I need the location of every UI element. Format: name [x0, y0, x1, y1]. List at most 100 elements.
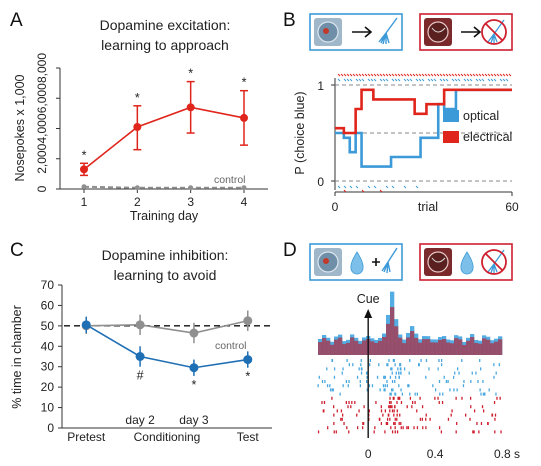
- b-trial-marker-top-blue: [403, 78, 407, 82]
- b-trial-marker-top-blue: [406, 78, 410, 82]
- b-trial-marker-bottom-blue: [349, 185, 353, 189]
- brush-icon: [381, 247, 398, 274]
- b-trial-marker-bottom-blue: [337, 185, 341, 189]
- b-trial-marker-top-red: [427, 73, 431, 77]
- b-trial-marker-top-red: [442, 73, 446, 77]
- c-series-line: [86, 319, 248, 334]
- b-trial-marker-top-blue: [430, 78, 434, 82]
- b-trial-marker-bottom-blue: [415, 185, 419, 189]
- b-x-tick-label: 0: [332, 200, 339, 214]
- b-trial-marker-top-blue: [415, 78, 419, 82]
- d-psth-bar-red: [342, 344, 347, 355]
- d-psth-bar-red: [394, 326, 399, 355]
- b-trial-marker-top-blue: [358, 78, 362, 82]
- no-brush-icon: [481, 19, 507, 45]
- b-trial-marker-bottom-blue: [373, 185, 377, 189]
- b-trial-marker-top-blue: [397, 78, 401, 82]
- d-psth-bar-red: [422, 339, 427, 355]
- b-trial-marker-top-red: [493, 73, 497, 77]
- b-trial-marker-top-red: [379, 73, 383, 77]
- d-psth-bar-red: [418, 342, 423, 355]
- b-trial-marker-top-red: [475, 73, 479, 77]
- b-trial-marker-top-blue: [337, 78, 341, 82]
- c-y-tick-label: 60: [41, 298, 55, 312]
- c-series-point: [189, 363, 199, 373]
- a-y-tick-label: 2,000: [35, 143, 49, 173]
- b-trial-marker-top-red: [376, 73, 380, 77]
- d-psth-bar-red: [482, 338, 487, 355]
- d-psth-bar-red: [398, 337, 403, 355]
- b-trial-marker-top-red: [433, 73, 437, 77]
- c-category-label: day 2: [125, 413, 155, 427]
- b-y-tick-label: 1: [317, 79, 324, 93]
- b-trial-marker-top-red: [409, 73, 413, 77]
- b-trial-marker-top-blue: [421, 78, 425, 82]
- b-trial-marker-top-blue: [466, 78, 470, 82]
- c-category-label: day 3: [179, 413, 209, 427]
- panel-c: C Dopamine inhibition: learning to avoid…: [10, 240, 272, 444]
- a-control-line: [83, 185, 244, 189]
- a-control-point: [188, 185, 194, 191]
- b-trial-marker-top-blue: [478, 78, 482, 82]
- b-trial-marker-top-red: [364, 73, 368, 77]
- b-trial-marker-top-red: [490, 73, 494, 77]
- b-y-tick-label: 0: [317, 175, 324, 189]
- b-trial-marker-bottom-blue: [403, 185, 407, 189]
- a-x-tick-label: 2: [134, 195, 141, 209]
- panel-d: D Cue 0 0.4 0.8 s: [283, 240, 520, 461]
- b-trial-marker-top-blue: [394, 78, 398, 82]
- c-significance-marker: *: [245, 370, 250, 384]
- b-legend-swatch: [443, 110, 459, 122]
- d-psth-bar-red: [374, 342, 379, 355]
- d-psth-bar-red: [478, 343, 483, 355]
- plus-icon: [372, 258, 380, 266]
- d-psth-bar-red: [322, 338, 327, 355]
- a-y-tick-label: 4,000: [35, 113, 49, 143]
- d-psth-bar-red: [458, 339, 463, 355]
- a-y-axis-label: Nosepokes x 1,000: [13, 74, 27, 181]
- b-trial-marker-top-blue: [355, 78, 359, 82]
- c-y-tick-label: 0: [47, 421, 54, 435]
- water-drop-icon: [460, 251, 474, 275]
- b-legend-label: optical: [463, 109, 499, 123]
- b-trial-marker-top-red: [349, 73, 353, 77]
- b-x-tick-label: 60: [505, 200, 519, 214]
- c-x-axis-label: Conditioning: [134, 430, 201, 444]
- b-legend-swatch: [443, 131, 459, 143]
- b-trial-marker-top-red: [397, 73, 401, 77]
- panel-c-letter: C: [10, 240, 24, 261]
- b-series-line-electrical: [335, 88, 512, 135]
- arrow-right-icon: [352, 26, 373, 38]
- a-x-tick-label: 3: [187, 195, 194, 209]
- b-trial-marker-top-blue: [442, 78, 446, 82]
- c-significance-marker: *: [191, 378, 196, 392]
- b-trial-marker-top-blue: [385, 78, 389, 82]
- d-cue-label: Cue: [357, 292, 380, 306]
- panel-b-chart: 0 1 0 60 trial P (choice blue) optical electric…: [293, 73, 519, 214]
- b-trial-marker-top-blue: [493, 78, 497, 82]
- brush-icon: [378, 17, 398, 45]
- panel-c-title-line2: learning to avoid: [114, 267, 217, 283]
- b-trial-marker-top-red: [337, 73, 341, 77]
- panel-a-letter: A: [10, 10, 23, 31]
- b-trial-marker-top-red: [373, 73, 377, 77]
- b-legend-label: electrical: [463, 130, 512, 144]
- water-drop-icon: [350, 251, 364, 275]
- b-trial-marker-top-blue: [505, 78, 509, 82]
- b-trial-marker-top-red: [418, 73, 422, 77]
- b-trial-marker-bottom-blue: [385, 185, 389, 189]
- b-trial-marker-top-blue: [418, 78, 422, 82]
- a-red-point: [240, 113, 248, 122]
- b-trial-marker-top-red: [436, 73, 440, 77]
- d-psth-bar-red: [370, 341, 375, 355]
- d-psth-bar-red: [330, 344, 335, 355]
- d-x-tick-label: 0.4: [427, 447, 444, 461]
- b-trial-marker-top-red: [346, 73, 350, 77]
- b-trial-marker-top-blue: [454, 78, 458, 82]
- d-psth-bar-red: [450, 343, 455, 355]
- b-trial-marker-top-red: [451, 73, 455, 77]
- b-trial-marker-top-blue: [475, 78, 479, 82]
- d-psth-bar-red: [454, 338, 459, 355]
